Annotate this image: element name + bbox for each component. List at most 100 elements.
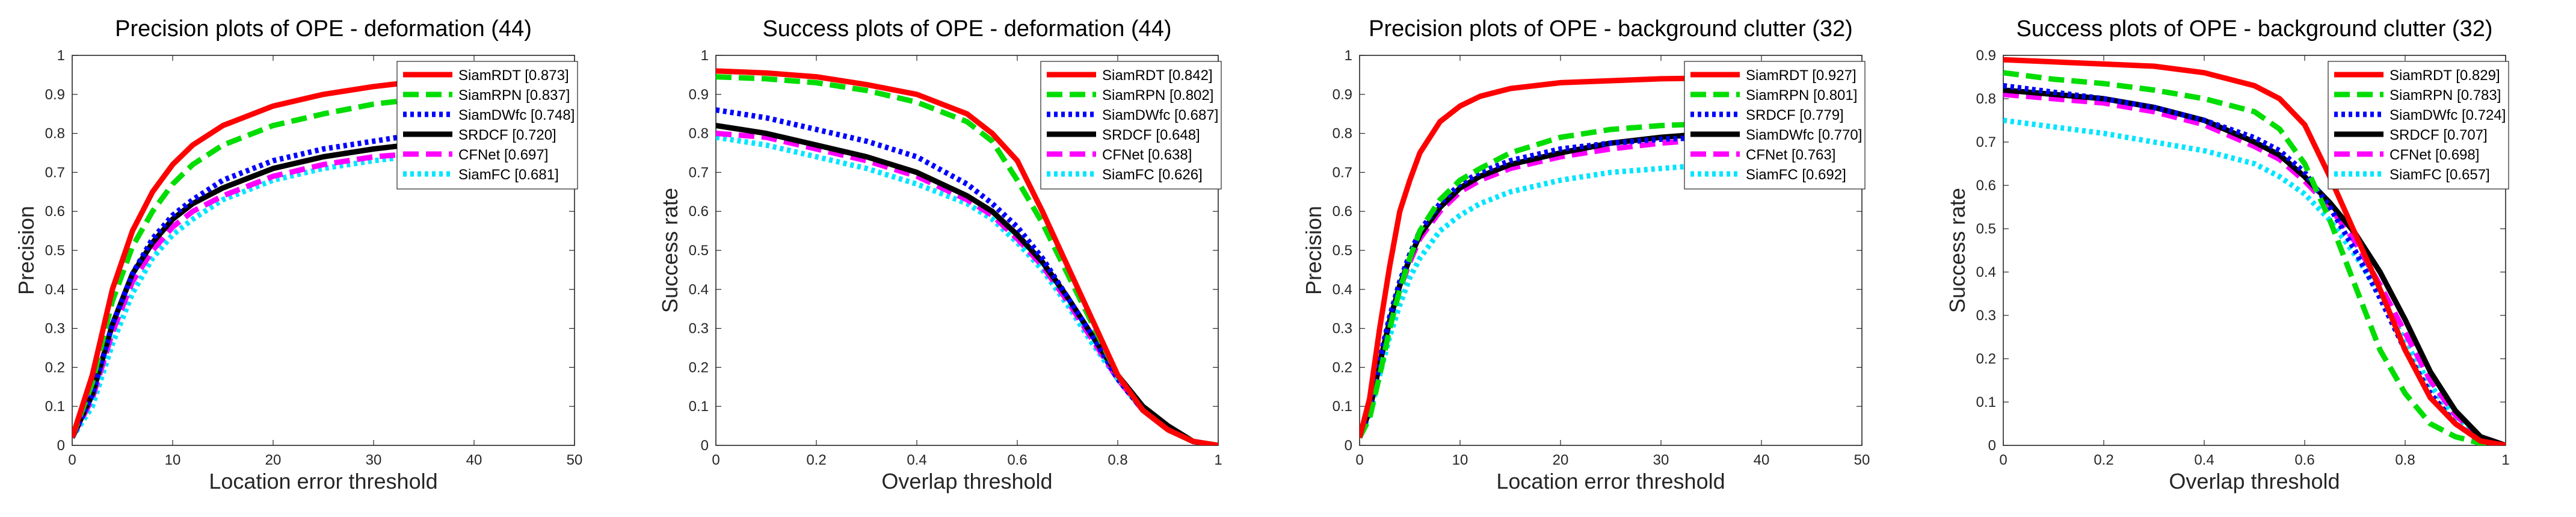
y-tick-label: 0.2: [1976, 351, 1996, 367]
y-tick-label: 0.9: [45, 87, 65, 103]
y-tick-label: 0.8: [689, 126, 709, 142]
legend-label-3: SiamDWfc [0.748]: [458, 107, 575, 123]
y-tick-label: 0.6: [1976, 178, 1996, 194]
chart-title: Precision plots of OPE - deformation (44…: [115, 16, 532, 42]
series-line-3: [72, 119, 575, 439]
legend-label-5: CFNet [0.697]: [458, 147, 548, 163]
y-tick-label: 0.5: [45, 243, 65, 259]
legend-label-1: SiamRDT [0.829]: [2390, 67, 2500, 84]
series-line-1: [716, 68, 1218, 445]
y-tick-label: 0.2: [1333, 359, 1352, 376]
x-tick-label: 1: [2501, 452, 2509, 468]
legend-label-1: SiamRDT [0.873]: [458, 67, 569, 84]
series-line-3: [716, 107, 1218, 445]
legend-label-2: SiamRPN [0.783]: [2390, 87, 2501, 104]
y-tick-label: 0.7: [1333, 164, 1352, 181]
legend-box: [396, 61, 578, 190]
chart-title: Precision plots of OPE - background clut…: [1369, 16, 1853, 42]
legend: SiamRDT [0.873] SiamRPN [0.837] SiamDWfc […: [396, 61, 578, 190]
y-tick-label: 0.7: [689, 164, 709, 181]
series-line-6: [72, 144, 575, 439]
y-tick-label: 0: [57, 438, 65, 454]
x-tick-label: 50: [567, 452, 583, 468]
x-axis-label: Overlap threshold: [2169, 469, 2340, 494]
y-tick-label: 0.5: [1976, 221, 1996, 237]
legend-label-5: CFNet [0.763]: [1746, 147, 1835, 163]
x-axis-label: Location error threshold: [1496, 469, 1725, 494]
y-tick-label: 0.3: [1333, 321, 1352, 337]
y-tick-label: 0.7: [45, 164, 65, 181]
series-line-5: [2003, 91, 2506, 445]
x-tick-label: 0.6: [1007, 452, 1027, 468]
legend-box: [2328, 61, 2509, 190]
chart-panel-4: Success plots of OPE - background clutte…: [1931, 0, 2575, 517]
y-tick-label: 0.6: [45, 203, 65, 220]
y-tick-label: 0.1: [1333, 398, 1352, 415]
y-tick-label: 0: [1988, 438, 1996, 454]
chart-panel-1: Precision plots of OPE - deformation (44…: [0, 0, 644, 517]
y-axis-label: Success rate: [1945, 188, 1970, 313]
legend: SiamRDT [0.842] SiamRPN [0.802] SiamDWfc […: [1040, 61, 1222, 190]
y-tick-label: 0: [1345, 438, 1352, 454]
y-tick-label: 0.2: [45, 359, 65, 376]
legend-label-2: SiamRPN [0.801]: [1746, 87, 1857, 104]
x-tick-label: 0.8: [1108, 452, 1127, 468]
legend-box: [1684, 61, 1866, 190]
legend-label-4: SiamDWfc [0.770]: [1746, 127, 1862, 143]
y-tick-label: 0.4: [1976, 264, 1996, 280]
series-line-6: [1360, 156, 1862, 439]
x-tick-label: 0.2: [806, 452, 826, 468]
y-tick-label: 0.4: [1333, 282, 1352, 298]
x-tick-label: 40: [1754, 452, 1770, 468]
legend-label-6: SiamFC [0.692]: [1746, 167, 1846, 183]
x-tick-label: 0.8: [2395, 452, 2415, 468]
y-tick-label: 0.4: [45, 282, 65, 298]
series-line-1: [2003, 57, 2506, 445]
y-tick-label: 0.1: [45, 398, 65, 415]
y-tick-label: 0.6: [689, 203, 709, 220]
y-tick-label: 1: [1345, 48, 1352, 64]
x-tick-label: 10: [1452, 452, 1468, 468]
x-tick-label: 0.4: [2194, 452, 2214, 468]
legend-label-6: SiamFC [0.657]: [2390, 167, 2490, 183]
x-tick-label: 20: [1553, 452, 1569, 468]
legend-label-1: SiamRDT [0.842]: [1102, 67, 1213, 84]
y-tick-label: 0.9: [1333, 87, 1352, 103]
plot-area-frame: [2003, 55, 2506, 446]
x-tick-label: 0: [68, 452, 76, 468]
series-line-4: [716, 123, 1218, 445]
y-axis-label: Success rate: [658, 188, 682, 313]
x-tick-label: 0: [1355, 452, 1363, 468]
series-line-2: [716, 74, 1218, 445]
chart-panel-2: Success plots of OPE - deformation (44) 0…: [644, 0, 1287, 517]
legend: SiamRDT [0.927] SiamRPN [0.801] SRDCF [0.7…: [1684, 61, 1866, 190]
x-tick-label: 0.6: [2294, 452, 2314, 468]
y-tick-label: 0.4: [689, 282, 709, 298]
legend-label-2: SiamRPN [0.837]: [458, 87, 570, 104]
y-tick-label: 0.5: [1333, 243, 1352, 259]
series-line-2: [2003, 70, 2506, 445]
y-tick-label: 0.7: [1976, 134, 1996, 150]
legend-label-4: SRDCF [0.648]: [1102, 127, 1200, 143]
y-tick-label: 0.3: [1976, 308, 1996, 324]
x-tick-label: 1: [1214, 452, 1222, 468]
x-tick-label: 0.4: [907, 452, 926, 468]
y-tick-label: 0.6: [1333, 203, 1352, 220]
chart-svg-3: Precision plots of OPE - background clut…: [1301, 16, 1870, 494]
y-tick-label: 0: [701, 438, 709, 454]
y-tick-label: 0.8: [1976, 91, 1996, 107]
legend-label-2: SiamRPN [0.802]: [1102, 87, 1213, 104]
y-tick-label: 0.9: [689, 87, 709, 103]
y-tick-label: 0.1: [1976, 394, 1996, 410]
legend: SiamRDT [0.829] SiamRPN [0.783] SiamDWfc […: [2328, 61, 2509, 190]
y-tick-label: 0.8: [45, 126, 65, 142]
legend-label-3: SiamDWfc [0.687]: [1102, 107, 1218, 123]
legend-label-6: SiamFC [0.626]: [1102, 167, 1203, 183]
x-axis-label: Location error threshold: [209, 469, 437, 494]
x-tick-label: 50: [1854, 452, 1870, 468]
y-tick-label: 0.3: [45, 321, 65, 337]
y-tick-label: 0.9: [1976, 48, 1996, 64]
y-tick-label: 1: [701, 48, 709, 64]
chart-svg-4: Success plots of OPE - background clutte…: [1945, 16, 2510, 494]
y-tick-label: 1: [57, 48, 65, 64]
